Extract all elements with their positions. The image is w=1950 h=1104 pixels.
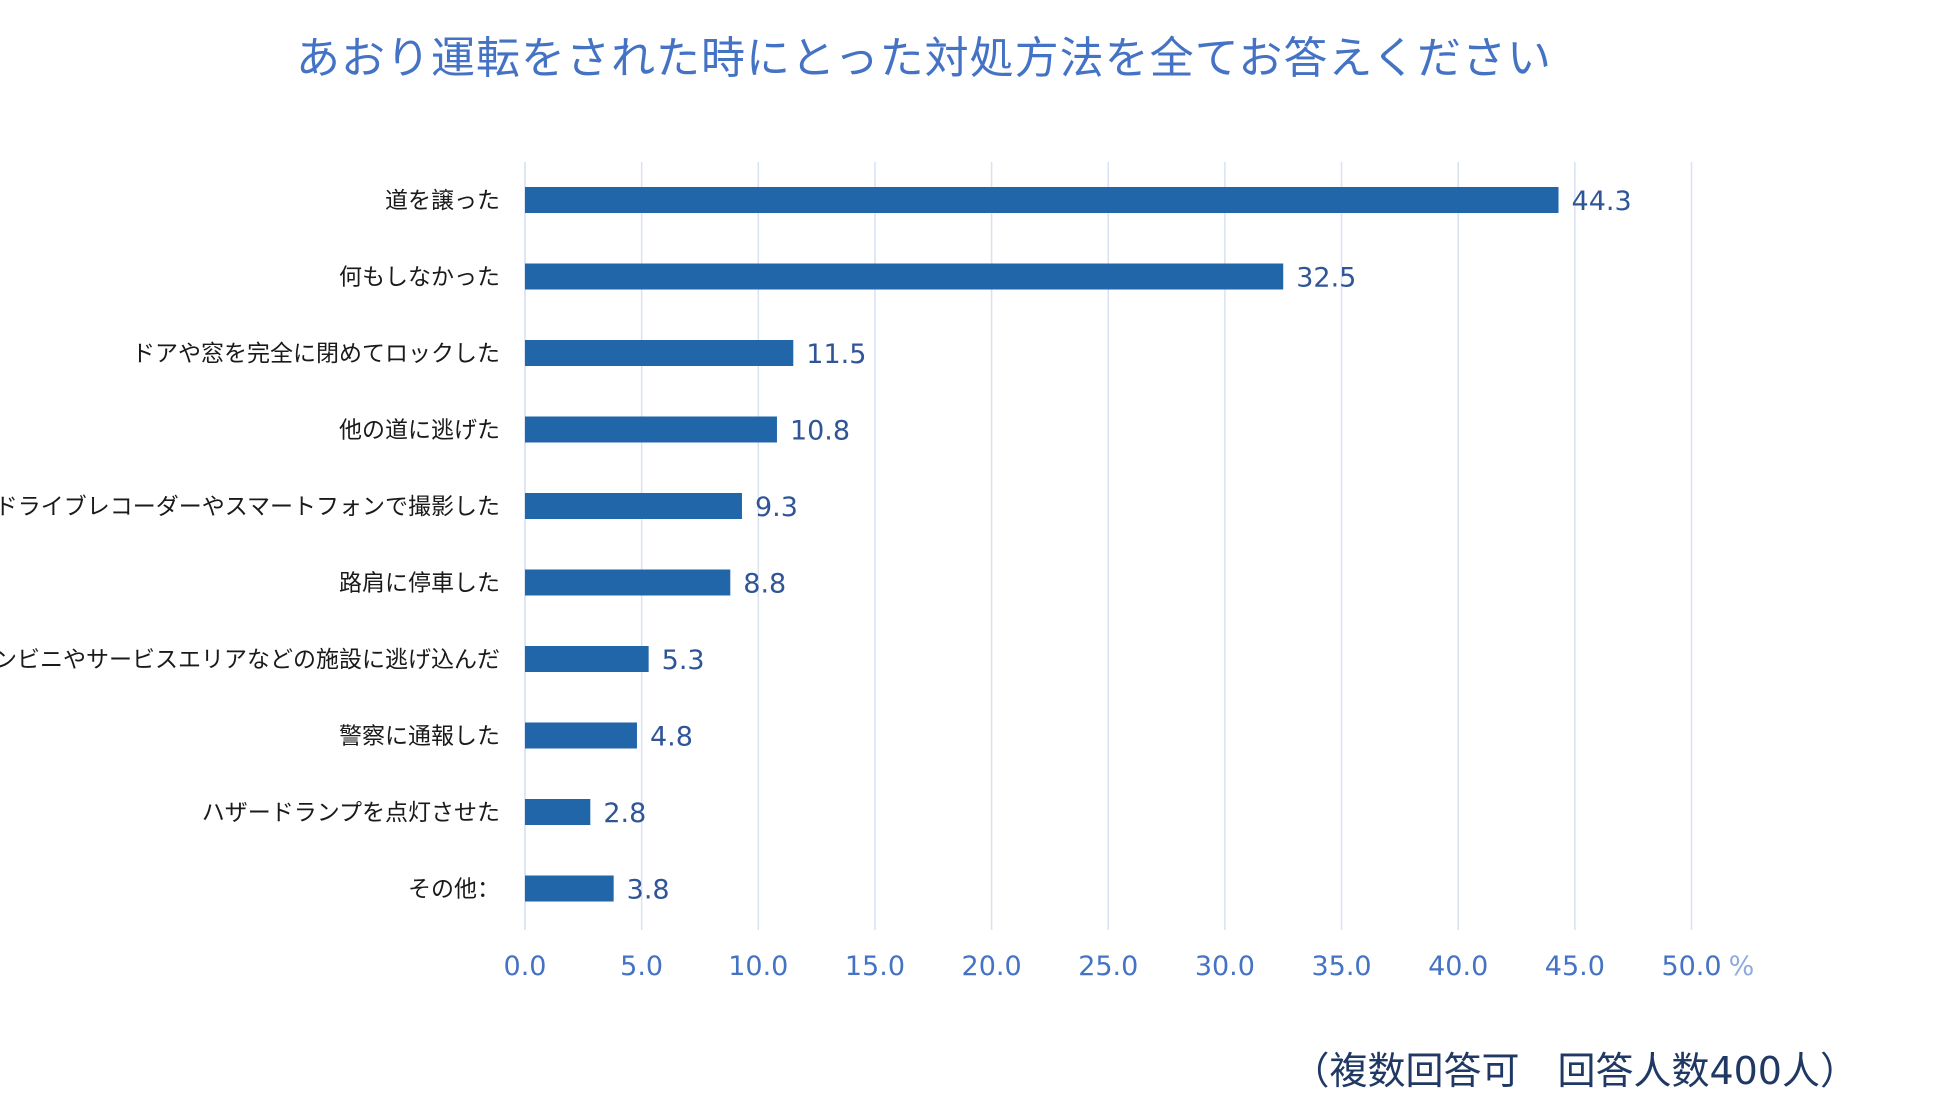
bar	[525, 722, 637, 749]
bar	[525, 493, 742, 519]
respondent-note: （複数回答可 回答人数400人）	[1291, 1049, 1858, 1093]
chart-title: あおり運転をされた時にとった対処方法を全てお答えください	[296, 33, 1553, 84]
value-labels: 44.3 32.5 11.5 10.8 9.3 8.8 5.3 4.8 2.8 3.8	[603, 186, 1631, 906]
value-label: 8.8	[743, 569, 786, 600]
category-label: その他：	[408, 877, 500, 903]
x-tick-label: 15.0	[845, 951, 905, 982]
x-tick-label: 45.0	[1545, 951, 1605, 982]
category-label: 道を譲った	[385, 188, 500, 214]
bar	[525, 263, 1284, 290]
x-tick-label: 40.0	[1428, 951, 1488, 982]
value-label: 10.8	[790, 416, 850, 447]
bar	[525, 799, 591, 825]
x-tick-label: 30.0	[1195, 951, 1255, 982]
x-tick-label: 0.0	[504, 951, 547, 982]
bars	[525, 187, 1559, 902]
value-label: 2.8	[603, 798, 646, 829]
value-label: 3.8	[627, 875, 670, 906]
category-labels: 道を譲った何もしなかったドアや窓を完全に閉めてロックした他の道に逃げたドライブレ…	[0, 188, 500, 903]
grid-lines	[524, 162, 1693, 930]
value-label: 9.3	[755, 492, 798, 523]
bar	[525, 416, 777, 443]
category-label: 警察に通報した	[339, 724, 500, 750]
bar	[525, 340, 794, 366]
value-label: 11.5	[806, 339, 866, 370]
value-label: 4.8	[650, 722, 693, 753]
bar	[525, 646, 649, 672]
x-tick-label: 50.0	[1661, 951, 1721, 982]
x-axis-ticks: 0.0 5.0 10.0 15.0 20.0 25.0 30.0 35.0 40.0 45.0 50…	[504, 951, 1755, 982]
x-tick-label: 20.0	[962, 951, 1022, 982]
value-label: 32.5	[1296, 263, 1356, 294]
category-label: ハザードランプを点灯させた	[202, 800, 500, 826]
category-label: ドアや窓を完全に閉めてロックした	[132, 341, 500, 367]
bar	[525, 875, 614, 902]
category-label: コンビニやサービスエリアなどの施設に逃げ込んだ	[0, 647, 500, 673]
x-tick-label: 10.0	[728, 951, 788, 982]
x-tick-label: 25.0	[1078, 951, 1138, 982]
bar	[525, 569, 731, 596]
x-unit-label: %	[1729, 951, 1755, 982]
category-label: ドライブレコーダーやスマートフォンで撮影した	[0, 494, 500, 520]
bar	[525, 187, 1559, 213]
x-tick-label: 5.0	[620, 951, 663, 982]
category-label: 何もしなかった	[339, 265, 500, 291]
value-label: 44.3	[1572, 186, 1632, 217]
category-label: 路肩に停車した	[339, 571, 500, 597]
category-label: 他の道に逃げた	[339, 418, 500, 444]
value-label: 5.3	[662, 645, 705, 676]
x-tick-label: 35.0	[1311, 951, 1371, 982]
